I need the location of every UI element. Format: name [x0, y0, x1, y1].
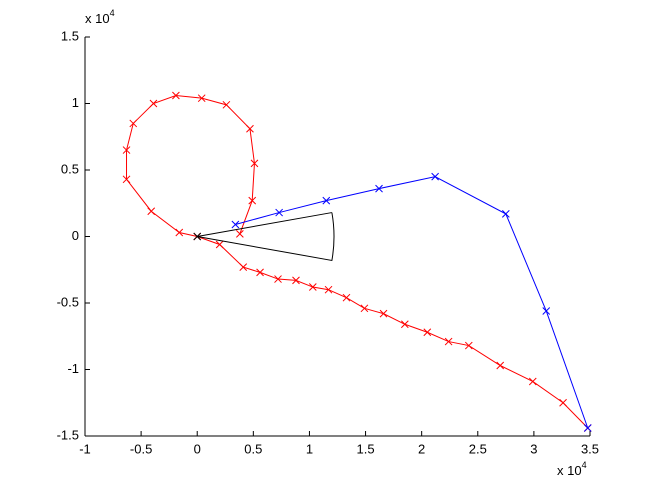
- marker: [379, 309, 388, 318]
- marker: [292, 276, 300, 285]
- x-tick-label: 2: [418, 441, 425, 456]
- marker: [423, 328, 432, 337]
- x-tick-label: -0.5: [130, 441, 152, 456]
- x-tick-label: 0: [194, 441, 201, 456]
- y-tick-label: -1: [67, 361, 79, 376]
- marker: [431, 172, 439, 181]
- marker: [559, 398, 567, 407]
- marker: [122, 175, 131, 184]
- marker: [231, 220, 240, 229]
- marker: [583, 424, 592, 432]
- marker: [193, 232, 202, 241]
- marker: [197, 94, 206, 103]
- x-tick-label: 3.5: [581, 441, 599, 456]
- x-tick-label: 1.5: [357, 441, 375, 456]
- x-scale-exponent: 4: [582, 460, 587, 470]
- marker: [542, 307, 551, 315]
- marker: [149, 99, 158, 108]
- marker: [342, 293, 351, 302]
- x-tick-label: 2.5: [469, 441, 487, 456]
- marker: [322, 196, 331, 205]
- marker: [496, 361, 505, 370]
- series-line: [235, 176, 589, 429]
- marker: [239, 263, 248, 271]
- y-scale-exponent: 4: [110, 8, 115, 18]
- x-scale-label: x 104: [557, 460, 587, 478]
- marker: [256, 268, 264, 277]
- y-scale-label: x 104: [85, 8, 115, 26]
- marker: [246, 124, 254, 133]
- y-scale-base: x 10: [85, 11, 110, 26]
- marker: [444, 337, 453, 346]
- marker: [175, 228, 184, 237]
- marker: [464, 341, 473, 350]
- marker: [501, 210, 510, 218]
- y-tick-label: 1.5: [61, 28, 79, 43]
- marker: [275, 208, 283, 217]
- x-tick-label: -1: [79, 441, 91, 456]
- marker: [308, 283, 317, 291]
- marker: [222, 100, 231, 109]
- y-tick-label: 0: [72, 228, 79, 243]
- marker: [147, 207, 156, 216]
- series-line: [126, 95, 589, 429]
- marker: [129, 119, 138, 128]
- marker: [274, 275, 282, 283]
- marker: [236, 229, 244, 238]
- marker: [400, 320, 409, 329]
- marker: [172, 91, 180, 100]
- marker: [324, 285, 333, 294]
- y-tick-label: -1.5: [57, 427, 79, 442]
- x-scale-base: x 10: [557, 463, 582, 478]
- x-tick-label: 0.5: [244, 441, 262, 456]
- y-tick-label: -0.5: [57, 294, 79, 309]
- marker: [250, 159, 259, 168]
- marker: [248, 196, 257, 205]
- series-line: [197, 212, 335, 262]
- marker: [360, 304, 369, 313]
- marker: [528, 377, 537, 386]
- y-tick-label: 1: [72, 95, 79, 110]
- marker: [375, 184, 383, 193]
- x-tick-label: 1: [306, 441, 313, 456]
- x-tick-label: 3: [530, 441, 537, 456]
- marker: [215, 240, 224, 249]
- y-tick-label: 0.5: [61, 161, 79, 176]
- marker: [122, 146, 131, 154]
